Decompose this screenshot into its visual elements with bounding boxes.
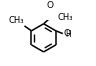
Text: H: H — [65, 30, 71, 39]
Text: CH₃: CH₃ — [58, 13, 73, 22]
Text: O: O — [47, 1, 54, 10]
Text: CH₃: CH₃ — [9, 16, 24, 25]
Text: O: O — [63, 30, 70, 38]
